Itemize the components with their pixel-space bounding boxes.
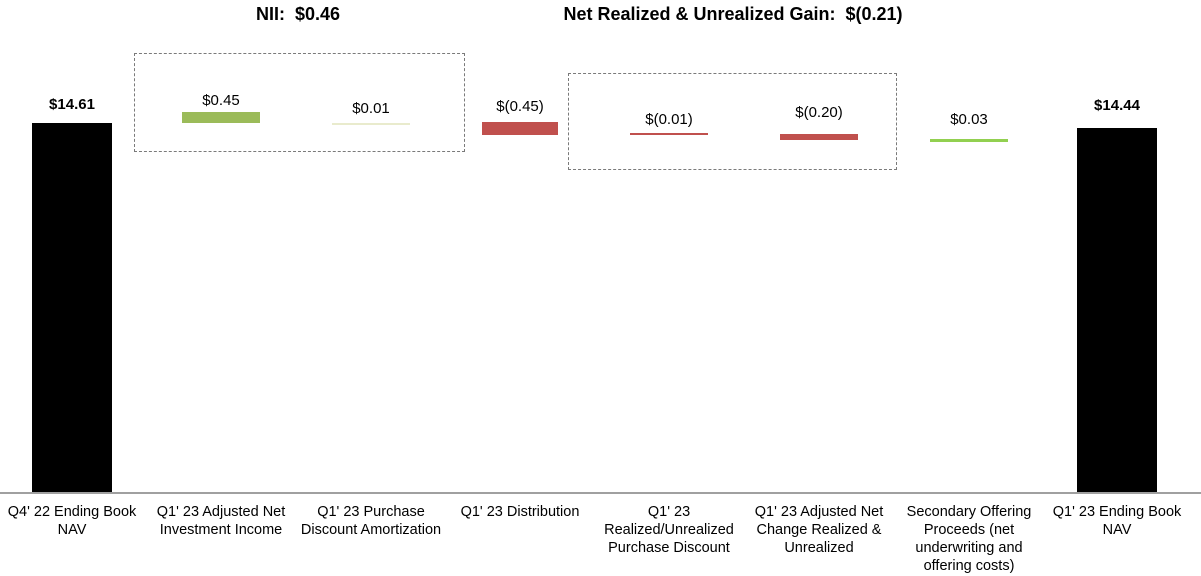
value-label-q1-23-adj-net-change: $(0.20) bbox=[795, 104, 843, 121]
x-axis-label-q1-23-adj-net-change: Q1' 23 Adjusted Net Change Realized & Un… bbox=[754, 504, 884, 556]
bar-q1-23-distribution bbox=[482, 122, 558, 135]
x-axis-label-secondary-offering-proceeds: Secondary Offering Proceeds (net underwr… bbox=[906, 504, 1032, 574]
value-label-secondary-offering-proceeds: $0.03 bbox=[950, 111, 988, 128]
value-label-q1-23-ending-book-nav: $14.44 bbox=[1094, 97, 1140, 114]
x-axis-label-q1-23-purchase-discount-amort: Q1' 23 Purchase Discount Amortization bbox=[300, 504, 442, 538]
nii-group-box bbox=[134, 53, 465, 152]
x-axis-label-q1-23-ending-book-nav: Q1' 23 Ending Book NAV bbox=[1052, 504, 1182, 538]
bar-q1-23-realized-unrealized-pd bbox=[630, 133, 708, 135]
x-axis-label-q1-23-adjusted-nii: Q1' 23 Adjusted Net Investment Income bbox=[156, 504, 286, 538]
value-label-q1-23-adjusted-nii: $0.45 bbox=[202, 92, 240, 109]
bar-q1-23-adjusted-nii bbox=[182, 112, 260, 123]
bar-q4-22-ending-book-nav bbox=[32, 123, 112, 493]
x-axis-label-q1-23-realized-unrealized-pd: Q1' 23 Realized/Unrealized Purchase Disc… bbox=[604, 504, 734, 556]
x-axis-line bbox=[0, 492, 1201, 494]
value-label-q4-22-ending-book-nav: $14.61 bbox=[49, 96, 95, 113]
x-axis-label-q1-23-distribution: Q1' 23 Distribution bbox=[460, 504, 580, 520]
value-label-q1-23-distribution: $(0.45) bbox=[496, 98, 544, 115]
realized-group-box bbox=[568, 73, 897, 170]
bar-q1-23-purchase-discount-amort bbox=[332, 123, 410, 125]
value-label-q1-23-realized-unrealized-pd: $(0.01) bbox=[645, 111, 693, 128]
bar-secondary-offering-proceeds bbox=[930, 139, 1008, 142]
x-axis-label-q4-22-ending-book-nav: Q4' 22 Ending Book NAV bbox=[7, 504, 137, 538]
bar-q1-23-adj-net-change bbox=[780, 134, 858, 140]
nii-group-header: NII: $0.46 bbox=[255, 4, 341, 24]
bar-q1-23-ending-book-nav bbox=[1077, 128, 1157, 493]
value-label-q1-23-purchase-discount-amort: $0.01 bbox=[352, 100, 390, 117]
realized-gain-group-header: Net Realized & Unrealized Gain: $(0.21) bbox=[563, 4, 903, 24]
